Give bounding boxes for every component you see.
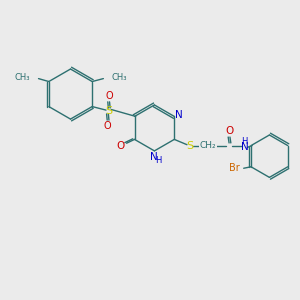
Text: CH₂: CH₂: [200, 141, 216, 150]
Text: Br: Br: [230, 163, 240, 173]
Text: O: O: [105, 91, 113, 101]
Text: CH₃: CH₃: [15, 73, 30, 82]
Text: N: N: [176, 110, 183, 120]
Text: O: O: [117, 141, 125, 151]
Text: O: O: [104, 121, 111, 131]
Text: O: O: [226, 126, 234, 136]
Text: S: S: [105, 106, 112, 116]
Text: S: S: [186, 141, 193, 151]
Text: H: H: [241, 137, 248, 146]
Text: CH₃: CH₃: [112, 73, 127, 82]
Text: N: N: [150, 152, 158, 162]
Text: N: N: [241, 142, 248, 152]
Text: H: H: [155, 156, 162, 165]
